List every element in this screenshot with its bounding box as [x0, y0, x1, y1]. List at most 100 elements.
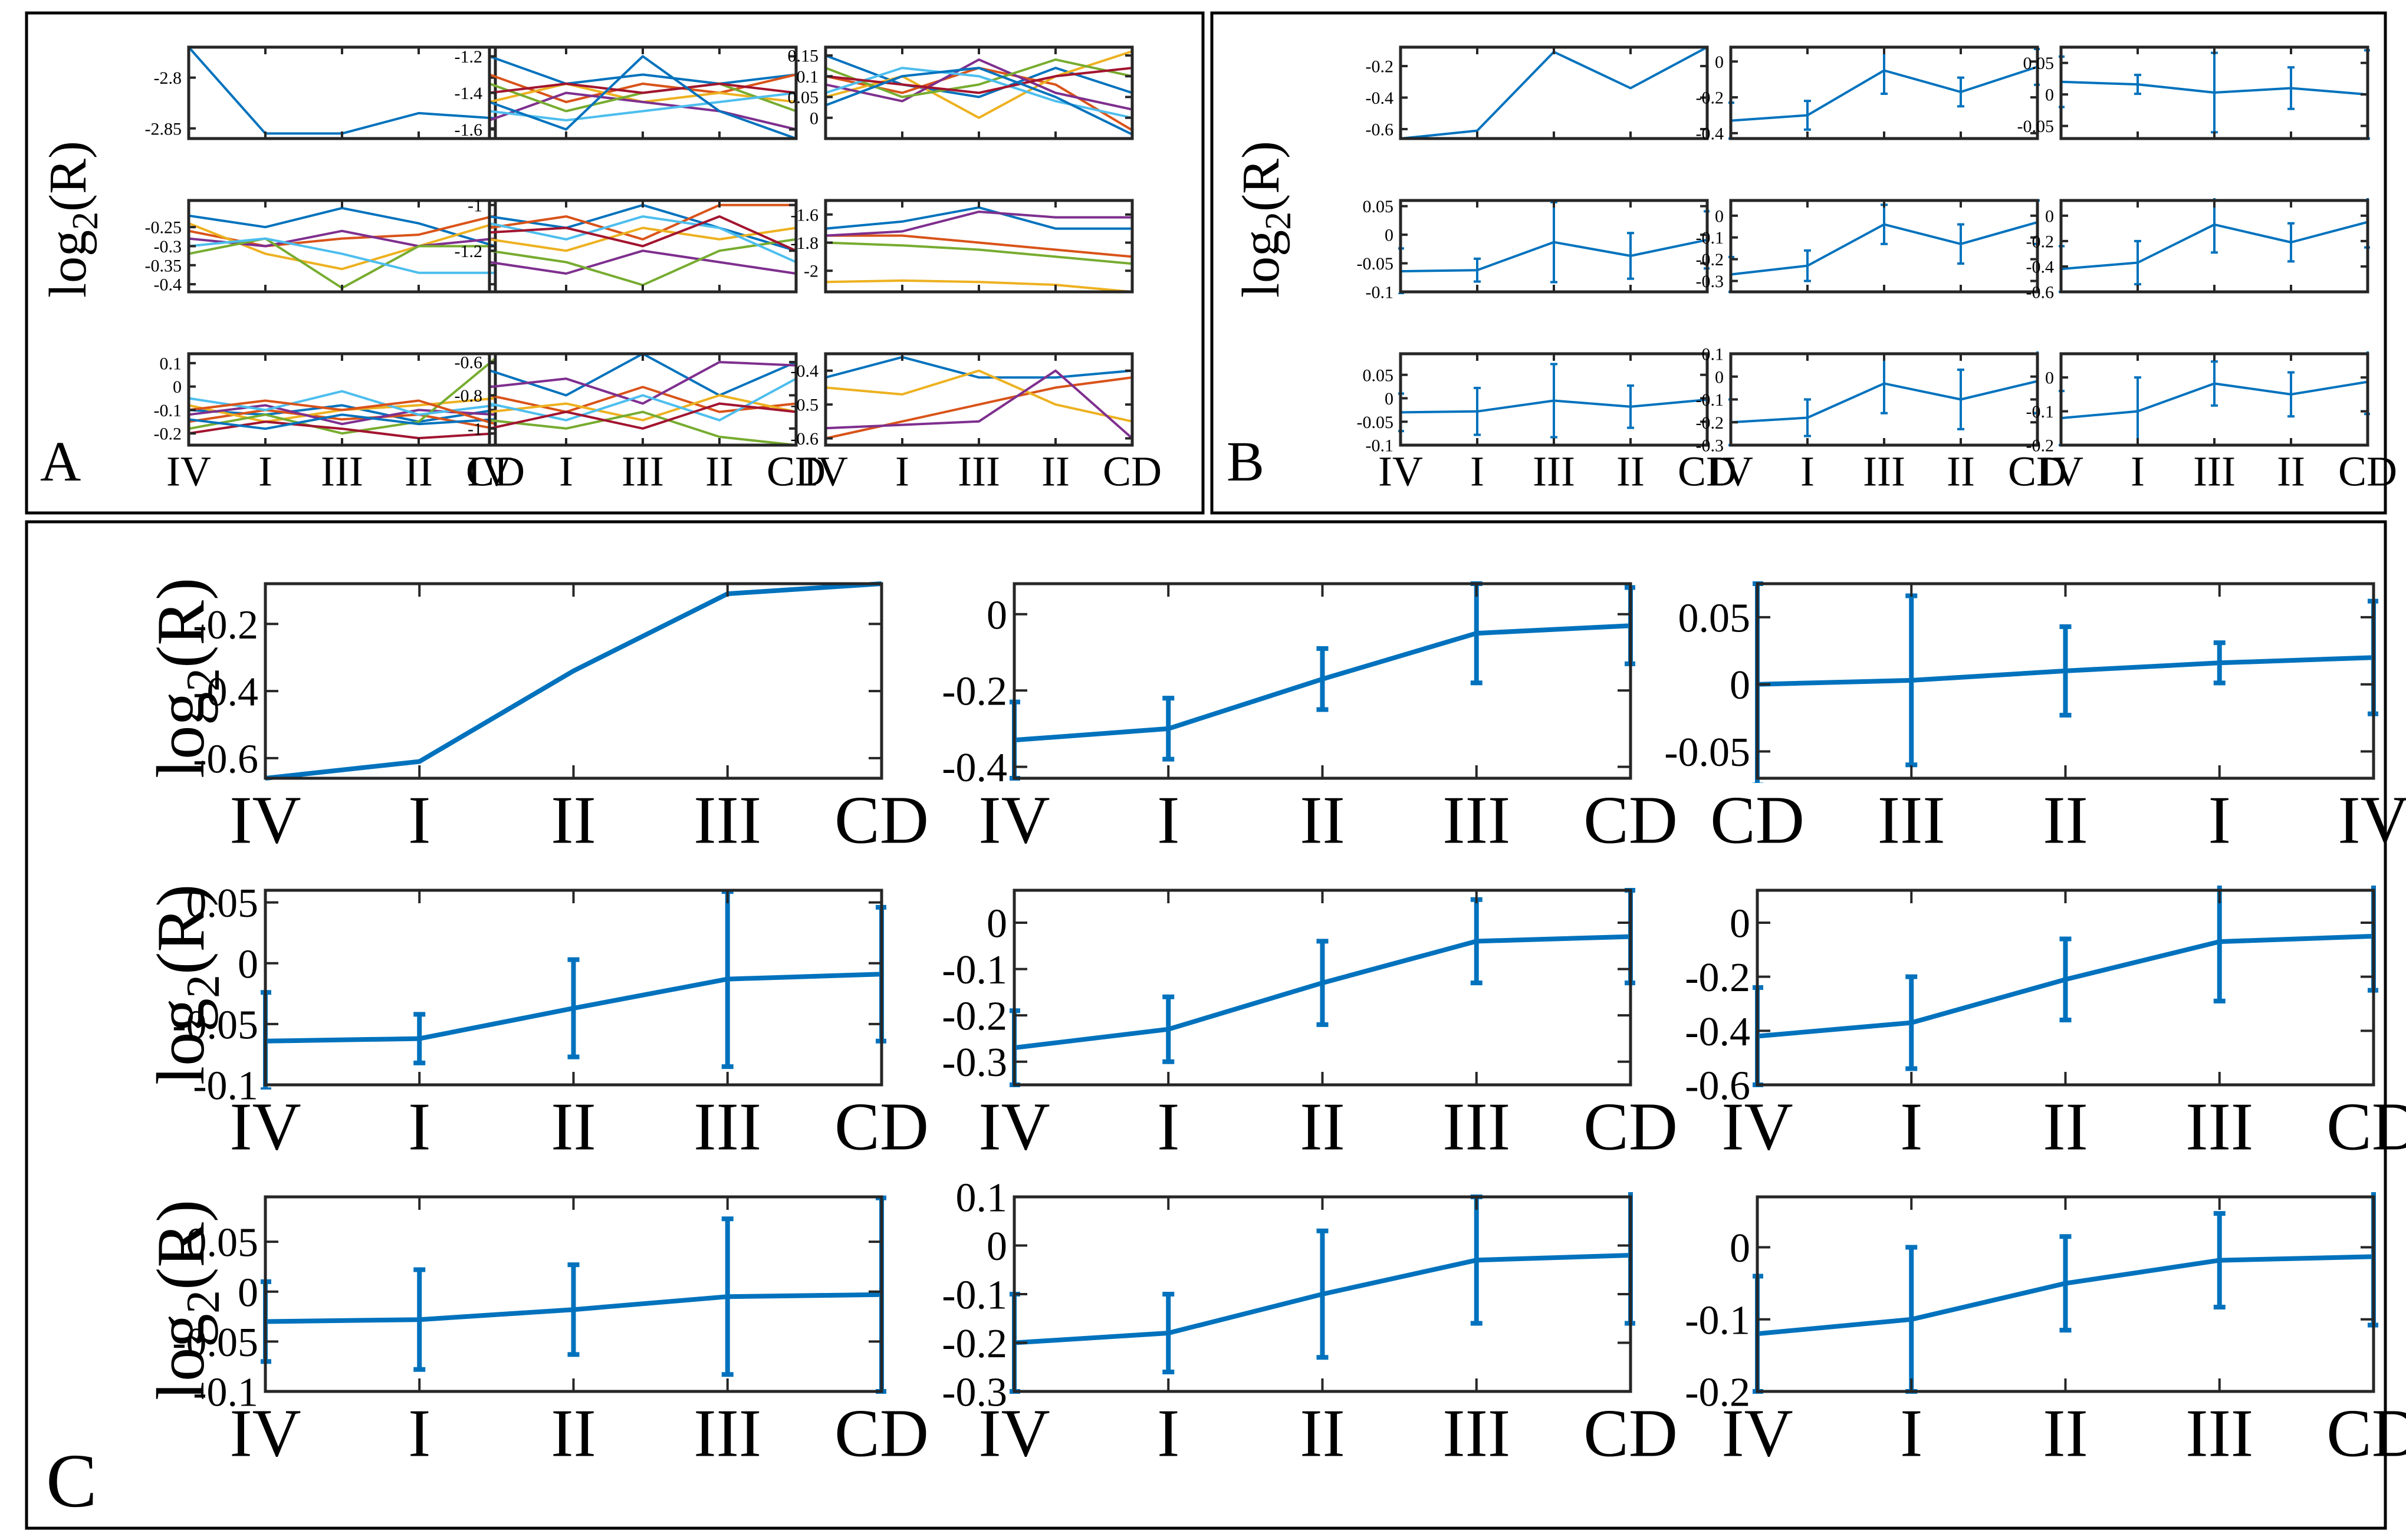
y-tick-label: -0.1	[1685, 1298, 1750, 1343]
y-tick-label: -0.05	[1664, 730, 1750, 775]
y-tick-label: -0.2	[2026, 232, 2055, 251]
y-tick-label: 0	[987, 901, 1007, 947]
series-group	[489, 55, 797, 140]
x-tick-label: III	[1442, 1396, 1510, 1470]
y-tick-label: -0.1	[193, 1370, 258, 1416]
ylabel-panel-a: log2(R)	[39, 141, 106, 298]
y-tick-label: 0.05	[2023, 54, 2055, 73]
x-tick-label: III	[1442, 782, 1510, 857]
y-tick-label: 0	[1730, 663, 1750, 708]
series-line	[489, 91, 797, 121]
y-tick-label: 0.05	[788, 88, 819, 107]
series-line	[826, 234, 1133, 258]
y-tick-label: -0.4	[942, 745, 1007, 791]
y-tick-label: -1.6	[791, 205, 819, 225]
y-tick-label: 0	[238, 942, 258, 987]
ylabel-panel-c-row2: log2(R)	[143, 884, 229, 1085]
x-tick-label: I	[408, 1089, 430, 1164]
series-line	[188, 357, 497, 435]
y-tick-label: -1.2	[455, 242, 483, 261]
series-group	[489, 203, 797, 287]
subplot-c-1: -0.6-0.4-0.2IV I II III CD	[193, 581, 929, 857]
y-tick-label: 0	[987, 593, 1007, 638]
y-tick-label: -1.8	[791, 233, 819, 253]
series-line	[489, 249, 797, 275]
x-tick-label: I	[559, 447, 573, 495]
x-tick-label: I	[1157, 782, 1179, 857]
series-line	[188, 390, 496, 416]
y-tick-label: -1	[468, 196, 482, 215]
subplot-b-2: -0.4 -0.2 0	[1696, 45, 2040, 143]
y-tick-label: -0.05	[2017, 117, 2055, 136]
ylabel-rest: (R)	[143, 1200, 218, 1290]
x-tick-label: I	[408, 1396, 430, 1470]
x-tick-label: IV	[229, 1396, 301, 1470]
x-tick-label: IV	[467, 447, 512, 495]
series-line	[825, 210, 1132, 237]
y-tick-label: -0.4	[791, 361, 819, 381]
subplot-grid: -2.85-2.8-1.6-1.4-1.200.050.10.15-0.4-0.…	[145, 45, 2406, 1470]
x-tick-label: CD	[466, 447, 525, 495]
y-tick-label: -0.4	[1685, 1009, 1750, 1055]
panel-b-frame	[1210, 11, 2387, 515]
ylabel-rest: (R)	[1232, 141, 1290, 212]
series-line	[188, 409, 496, 430]
y-tick-label: 0	[987, 1224, 1007, 1269]
x-tick-label: CD	[2008, 447, 2067, 495]
x-tick-label: CD	[2326, 1396, 2406, 1470]
y-tick-label: -1.2	[455, 47, 483, 67]
x-tick-label: III	[693, 782, 761, 857]
panel-label-c: C	[46, 1439, 97, 1523]
y-tick-label: -0.2	[2026, 436, 2055, 456]
y-tick-label: 0	[1715, 367, 1724, 387]
x-tick-label: IV	[2338, 782, 2406, 857]
series-group	[825, 356, 1133, 440]
y-tick-label: -0.4	[1366, 88, 1394, 108]
x-tick-label: IV	[803, 447, 848, 495]
y-tick-label: 0.05	[186, 1220, 259, 1266]
series-line	[489, 402, 797, 430]
x-tick-label: IV	[1378, 447, 1423, 495]
x-tick-label: II	[551, 1089, 596, 1164]
series-line	[188, 237, 495, 274]
y-tick-label: -0.1	[154, 401, 182, 420]
subplot-a-9: -0.6-0.5-0.4IV I III II CD	[791, 352, 1162, 495]
x-tick-label: IV	[978, 1089, 1050, 1164]
ylabel-panel-c-row3: log2(R)	[143, 1200, 229, 1400]
series-line	[489, 83, 797, 94]
x-tick-label: IV	[978, 1396, 1050, 1470]
series-line	[489, 215, 797, 252]
subplot-b-1: -0.6 -0.4 -0.2	[1366, 45, 1709, 140]
y-tick-label: 0	[1730, 1226, 1750, 1271]
panel-label-a: A	[40, 430, 81, 493]
x-tick-label: I	[1157, 1396, 1179, 1470]
subplot-a-8: -1-0.8-0.6IV I III II CD	[455, 352, 826, 495]
x-tick-label: III	[1442, 1089, 1510, 1164]
y-tick-label: -0.2	[1366, 57, 1394, 77]
y-tick-label: -1	[468, 419, 482, 439]
y-tick-label: 0.15	[788, 47, 819, 66]
y-tick-label: -1.6	[455, 120, 483, 140]
series-line	[489, 361, 797, 405]
y-tick-label: -0.1	[942, 1273, 1007, 1318]
x-tick-label: IV	[229, 782, 301, 857]
series-line	[489, 215, 797, 264]
y-tick-label: -0.8	[455, 386, 483, 406]
x-tick-label: III	[2185, 1089, 2253, 1164]
y-tick-label: 0.1	[956, 1176, 1008, 1221]
x-tick-label: CD	[1103, 447, 1162, 495]
subplot-b-4: -0.1 -0.05 0 0.05	[1357, 197, 1710, 302]
x-tick-label: CD	[1583, 1396, 1678, 1470]
y-tick-label: -0.5	[791, 396, 819, 415]
y-tick-label: -0.05	[172, 1002, 258, 1048]
y-tick-label: 0	[1730, 901, 1750, 947]
y-tick-label: 0.1	[1702, 345, 1724, 364]
x-tick-label: I	[258, 447, 272, 495]
y-tick-label: 0.05	[1363, 197, 1394, 216]
x-tick-label: CD	[2338, 447, 2397, 495]
y-tick-label: -0.1	[1366, 283, 1394, 302]
ylabel-rest: (R)	[39, 141, 97, 212]
